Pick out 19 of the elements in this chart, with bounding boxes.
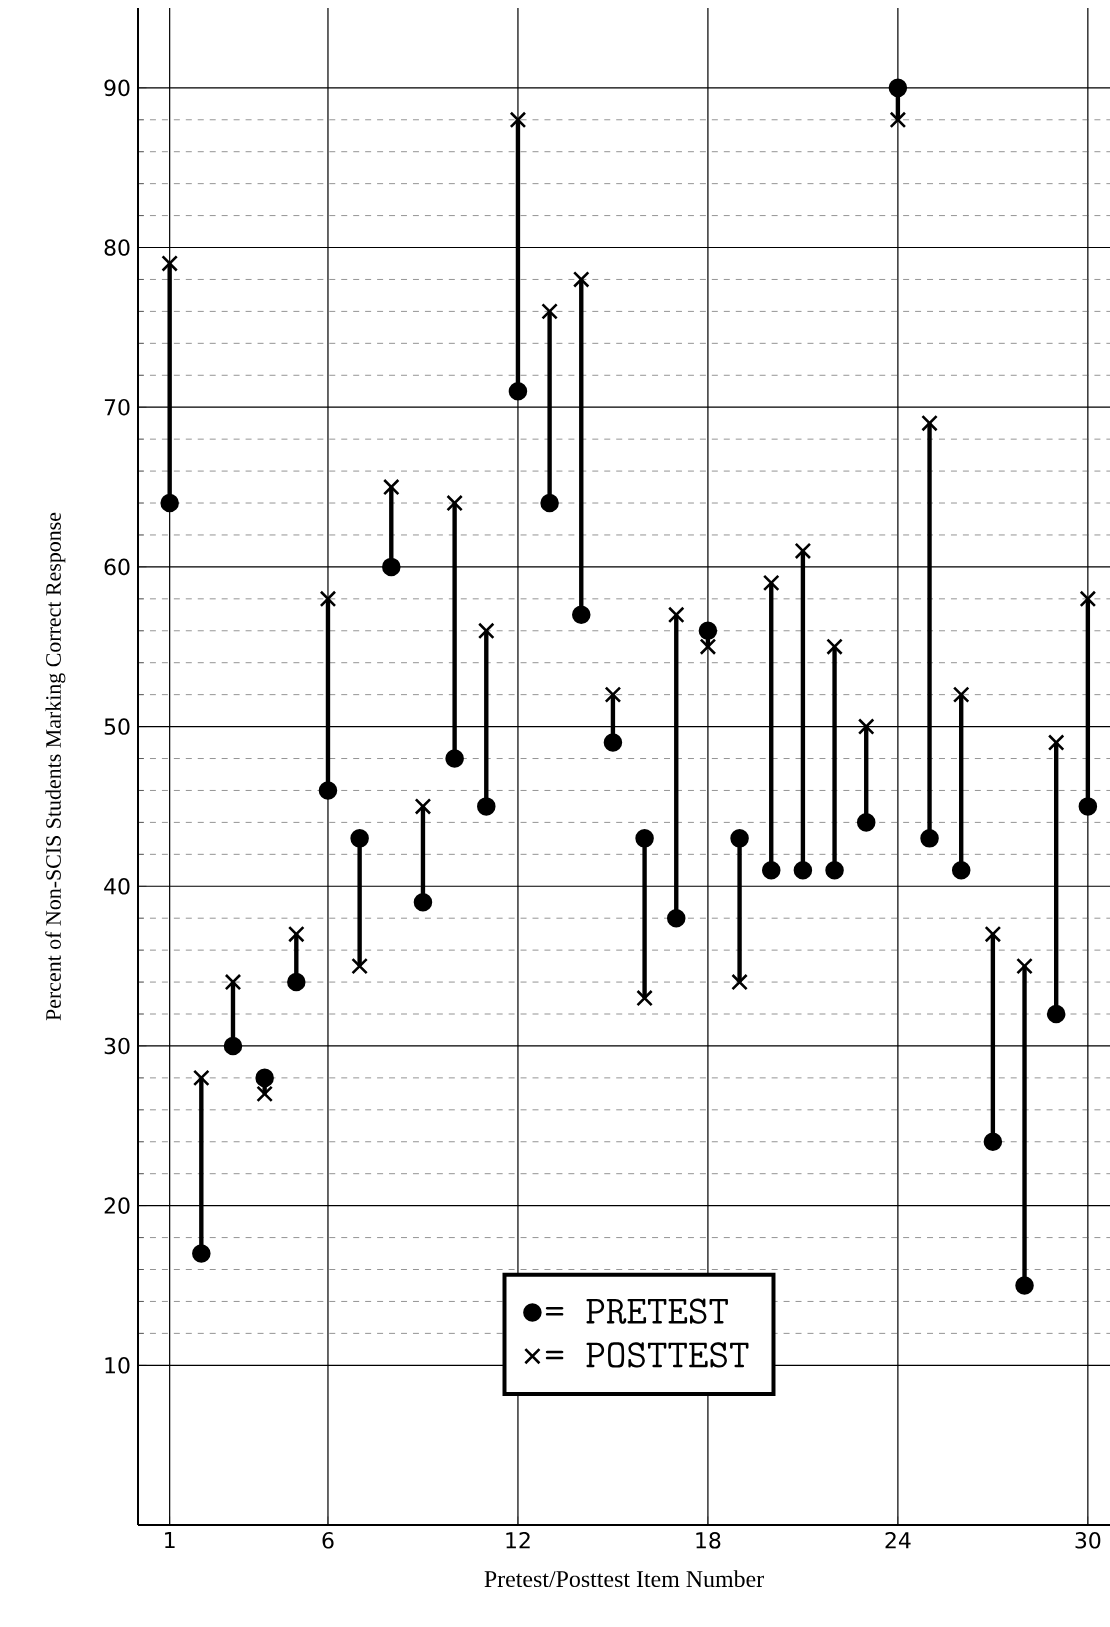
x-tick-label: 24	[885, 1532, 911, 1549]
y-tick-label: 20	[104, 1197, 130, 1214]
legend-label: = PRETEST	[545, 1298, 728, 1324]
x-tick-label: 30	[1075, 1532, 1101, 1549]
y-axis-title: Percent of Non-SCIS Students Marking Correct Response	[45, 512, 66, 1021]
y-tick-label: 40	[104, 877, 130, 895]
y-tick-label: 70	[104, 398, 130, 416]
y-tick-label: 60	[104, 558, 130, 576]
legend-label: = POSTTEST	[545, 1342, 749, 1368]
y-tick-label: 30	[104, 1037, 130, 1055]
x-axis-title: Pretest/Posttest Item Number	[484, 1570, 764, 1588]
y-tick-label: 10	[105, 1357, 130, 1374]
x-tick-label: 6	[322, 1532, 334, 1549]
y-tick-label: 80	[104, 239, 130, 256]
x-tick-label: 18	[696, 1532, 721, 1549]
x-tick-label: 12	[506, 1532, 530, 1549]
x-tick-label: 1	[165, 1532, 175, 1549]
y-tick-label: 90	[104, 79, 130, 97]
y-tick-label: 50	[104, 718, 130, 735]
